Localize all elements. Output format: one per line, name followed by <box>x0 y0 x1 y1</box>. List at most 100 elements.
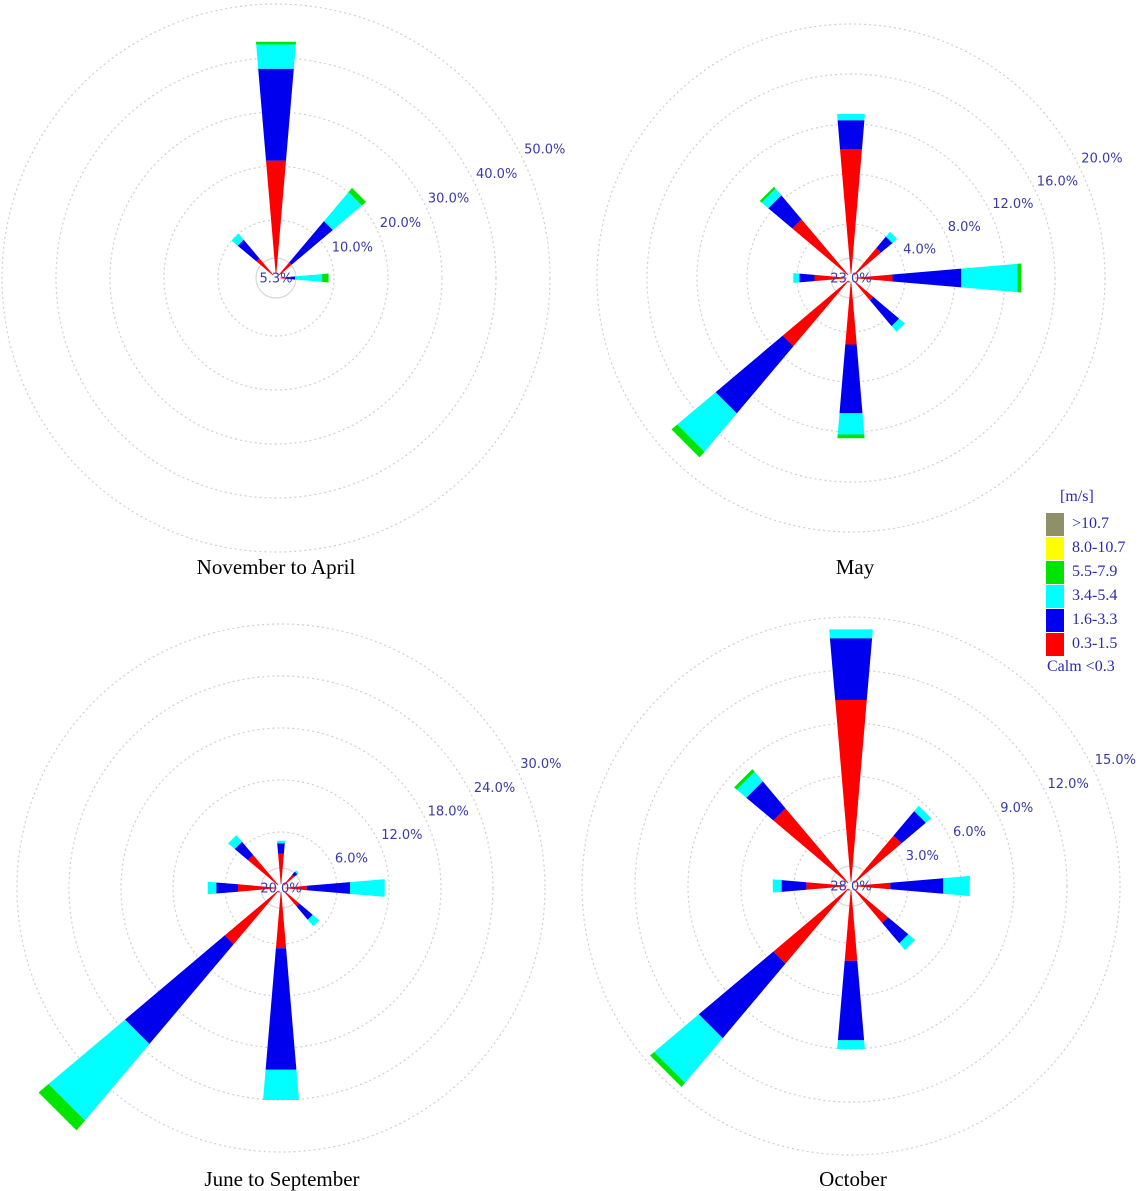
petal-w-bin-0 <box>238 884 277 892</box>
legend-label: 0.3-1.5 <box>1072 635 1118 652</box>
grid-ring <box>634 669 1068 1103</box>
petal-e-bin-1 <box>285 276 296 280</box>
ring-label: 4.0% <box>903 243 936 258</box>
petal-nw-bin-2 <box>228 835 242 849</box>
petal-nw-bin-2 <box>736 771 763 798</box>
ring-label: 12.0% <box>1048 777 1089 792</box>
petal-n-bin-1 <box>258 68 294 161</box>
petal-n-bin-2 <box>837 114 865 121</box>
petal-n-bin-1 <box>277 843 285 854</box>
petal-e-bin-0 <box>855 274 893 282</box>
ring-label: 6.0% <box>953 825 986 840</box>
petal-nw-bin-2 <box>231 233 244 246</box>
petal-s-bin-2 <box>263 1069 299 1100</box>
petal-ne-bin-0 <box>853 835 902 884</box>
legend-item: 0.3-1.5 <box>1044 632 1144 656</box>
petal-sw-bin-1 <box>715 335 794 414</box>
petal-se-bin-2 <box>891 318 905 332</box>
petal-ne-bin-0 <box>278 262 292 276</box>
ring-label: 12.0% <box>992 197 1033 212</box>
petal-w-bin-0 <box>806 882 847 890</box>
ring-label: 3.0% <box>906 849 939 864</box>
grid-ring <box>16 623 546 1153</box>
speed-legend: [m/s] >10.7 8.0-10.7 5.5-7.9 3.4-5.4 1.6… <box>1044 488 1144 676</box>
legend-swatch <box>1046 633 1064 656</box>
petal-s-bin-0 <box>844 890 858 961</box>
ring-label: 30.0% <box>520 757 561 772</box>
petal-nw-bin-0 <box>773 808 849 884</box>
ring-label: 16.0% <box>1037 174 1078 189</box>
petal-ne-bin-1 <box>893 811 926 844</box>
petal-w-bin-2 <box>793 273 800 283</box>
petal-nw-bin-2 <box>761 188 782 209</box>
petal-se-bin-1 <box>296 903 313 920</box>
petal-ne-bin-1 <box>876 236 893 253</box>
petal-sw-bin-1 <box>698 951 786 1039</box>
legend-calm-label: Calm <0.3 <box>1047 658 1115 675</box>
ring-label: 15.0% <box>1095 753 1136 768</box>
panel-title-october: October <box>819 1167 887 1191</box>
petal-s-bin-0 <box>275 892 287 949</box>
grid-ring <box>163 165 389 391</box>
ring-label: 8.0% <box>948 220 981 235</box>
legend-label: 3.4-5.4 <box>1072 587 1118 604</box>
petal-e-bin-2 <box>350 879 385 897</box>
legend-label: 8.0-10.7 <box>1072 539 1126 556</box>
grid-ring <box>172 779 390 997</box>
petal-e-bin-3 <box>1017 263 1022 293</box>
grid-ring <box>581 616 1121 1156</box>
legend-item: 8.0-10.7 <box>1044 536 1144 560</box>
petal-nw-bin-0 <box>256 258 274 276</box>
calm-percentage: 23.0% <box>830 272 871 287</box>
petal-ne-bin-1 <box>292 871 298 877</box>
petal-s-bin-2 <box>837 1040 865 1049</box>
petal-w-bin-1 <box>216 882 238 894</box>
petal-e-bin-2 <box>943 875 970 897</box>
petal-s-bin-0 <box>845 282 857 345</box>
legend-label: >10.7 <box>1072 515 1110 532</box>
petal-n-bin-3 <box>255 41 297 45</box>
petal-w-bin-2 <box>207 881 217 895</box>
petal-nw-bin-0 <box>248 855 279 886</box>
legend-swatch <box>1046 513 1064 536</box>
petal-w-bin-1 <box>799 273 815 283</box>
petal-s-bin-2 <box>837 413 865 435</box>
panel-title-may: May <box>835 555 875 579</box>
petal-nw-bin-1 <box>234 841 254 861</box>
calm-percentage: 5.3% <box>259 272 292 287</box>
panel-title-november-april: November to April <box>196 555 356 579</box>
petal-nw-bin-3 <box>759 186 776 203</box>
legend-label: 1.6-3.3 <box>1072 611 1118 628</box>
petal-se-bin-1 <box>882 917 909 944</box>
ring-label: 20.0% <box>1081 152 1122 167</box>
legend-swatch <box>1046 609 1064 632</box>
petal-n-bin-2 <box>277 840 285 844</box>
petal-se-bin-0 <box>853 280 874 301</box>
petal-s-bin-1 <box>265 948 297 1070</box>
petal-sw-bin-3 <box>671 424 705 458</box>
ring-label: 20.0% <box>380 216 421 231</box>
petal-e-bin-3 <box>322 273 329 283</box>
legend-swatch <box>1046 585 1064 608</box>
petal-sw-bin-2 <box>48 1019 150 1121</box>
petal-s-bin-1 <box>839 344 863 414</box>
petal-nw-bin-1 <box>237 239 260 262</box>
legend-item: 3.4-5.4 <box>1044 584 1144 608</box>
calm-percentage: 28.0% <box>830 880 871 895</box>
petal-e-bin-2 <box>961 263 1018 293</box>
petal-ne-bin-1 <box>289 221 333 265</box>
petal-n-bin-0 <box>278 853 284 884</box>
petal-sw-bin-0 <box>224 890 279 945</box>
panel-title-june-september: June to September <box>204 1167 360 1191</box>
petal-e-bin-1 <box>892 268 962 288</box>
petal-ne-bin-2 <box>885 231 898 244</box>
ring-label: 6.0% <box>335 852 368 867</box>
petal-sw-bin-3 <box>38 1084 85 1131</box>
petal-nw-bin-1 <box>746 781 786 821</box>
ring-label: 24.0% <box>474 781 515 796</box>
ring-label: 9.0% <box>1000 801 1033 816</box>
